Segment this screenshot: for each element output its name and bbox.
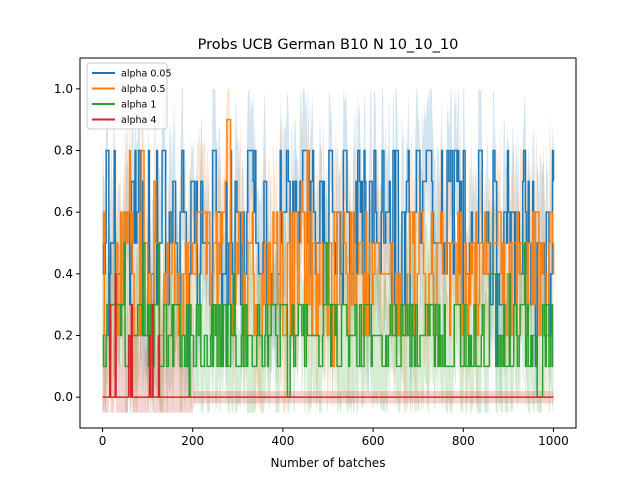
legend-label-2: alpha 1	[121, 100, 156, 111]
x-axis-label: Number of batches	[271, 456, 386, 470]
series-line-1	[102, 118, 555, 368]
y-tick-label: 0.2	[54, 329, 73, 343]
x-tick-label: 1000	[538, 434, 569, 448]
y-tick-label: 0.6	[54, 205, 73, 219]
y-tick-label: 0.8	[54, 144, 73, 158]
legend-label-1: alpha 0.5	[121, 84, 165, 95]
series-line-2	[102, 242, 554, 398]
legend-label-0: alpha 0.05	[121, 69, 172, 80]
y-tick-label: 0.4	[54, 267, 73, 281]
x-tick-label: 600	[362, 434, 385, 448]
x-tick-label: 400	[271, 434, 294, 448]
y-tick-label: 1.0	[54, 82, 73, 96]
series-line-3	[102, 273, 554, 398]
x-tick-label: 0	[99, 434, 107, 448]
legend-box	[86, 62, 168, 130]
chart-title: Probs UCB German B10 N 10_10_10	[198, 37, 459, 53]
x-axis: 0 200 400 600 800 1000	[99, 428, 569, 448]
plot-frame	[79, 57, 577, 429]
legend-label-3: alpha 4	[121, 115, 156, 126]
x-tick-label: 200	[181, 434, 204, 448]
y-tick-label: 0.0	[54, 390, 73, 404]
x-tick-label: 800	[452, 434, 475, 448]
series-lines	[102, 118, 555, 398]
legend: alpha 0.05 alpha 0.5 alpha 1 alpha 4	[86, 62, 172, 130]
series-band-3	[102, 273, 554, 413]
y-axis: 0.0 0.2 0.4 0.6 0.8 1.0	[54, 82, 80, 404]
